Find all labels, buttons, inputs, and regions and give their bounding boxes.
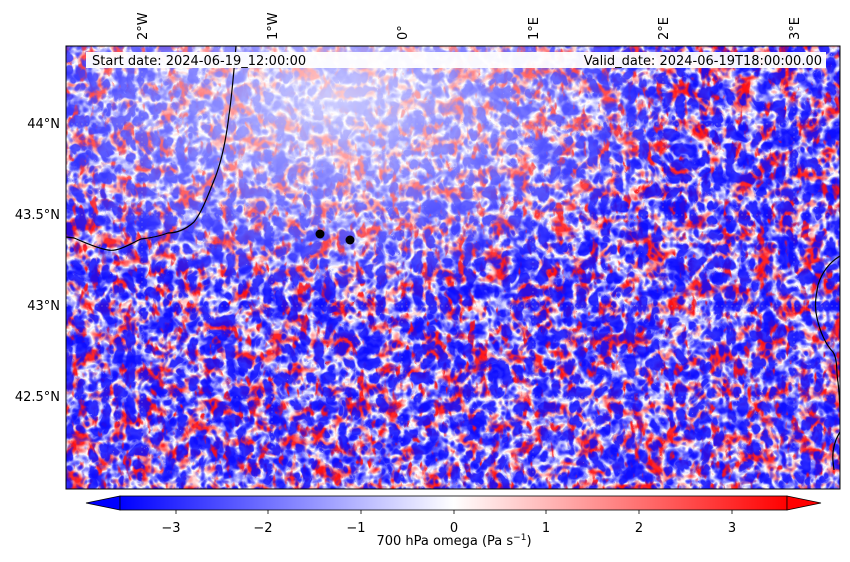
coastline-atlantic (66, 46, 237, 251)
colorbar-extend-max (786, 495, 822, 511)
lon-label-1w: 1°W (266, 12, 281, 40)
latitude-labels: 44°N 43.5°N 43°N 42.5°N (15, 117, 60, 405)
lat-label-43-5: 43.5°N (15, 208, 60, 223)
map-panel (66, 46, 840, 489)
lon-label-0: 0° (396, 25, 411, 40)
cb-tick-neg2: −2 (253, 521, 272, 536)
longitude-labels: 2°W 1°W 0° 1°E 2°E 3°E (136, 12, 803, 40)
graticule (66, 46, 840, 489)
colorbar-label-prefix: 700 hPa omega (Pa s (376, 534, 513, 549)
lat-label-44: 44°N (27, 117, 60, 132)
cb-tick-0: 0 (450, 521, 458, 536)
lon-label-2w: 2°W (136, 12, 151, 40)
lon-label-1e: 1°E (527, 17, 542, 40)
cb-tick-neg1: −1 (346, 521, 365, 536)
colorbar-label-suffix: ) (526, 534, 531, 549)
colorbar-tick-labels: −3 −2 −1 0 1 2 3 (161, 521, 736, 536)
cb-tick-3: 3 (728, 521, 736, 536)
colorbar-extend-min (85, 495, 121, 511)
colorbar-label: 700 hPa omega (Pa s−1) (376, 533, 531, 549)
cb-tick-neg3: −3 (161, 521, 180, 536)
start-date-label: Start date: 2024-06-19_12:00:00 (92, 54, 306, 69)
lat-label-43: 43°N (27, 299, 60, 314)
calm-region-overlay (66, 46, 840, 489)
valid-date-label: Valid_date: 2024-06-19T18:00:00.00 (584, 54, 822, 69)
colorbar-ticks (175, 510, 733, 514)
coastline-mediterranean (814, 255, 840, 413)
colorbar-gradient (119, 495, 788, 511)
marker-site-1 (315, 229, 325, 239)
cb-tick-1: 1 (542, 521, 550, 536)
marker-site-2 (345, 235, 355, 245)
date-strip (86, 52, 826, 68)
lon-label-2e: 2°E (657, 17, 672, 40)
colorbar-label-exp: −1 (513, 533, 526, 543)
coastline-mediterranean-south (832, 431, 840, 471)
lat-label-42-5: 42.5°N (15, 390, 60, 405)
cb-tick-2: 2 (635, 521, 643, 536)
colorbar: −3 −2 −1 0 1 2 3 700 hPa omega (Pa s−1) (85, 495, 822, 549)
lon-label-3e: 3°E (788, 17, 803, 40)
map-frame (65, 45, 841, 490)
